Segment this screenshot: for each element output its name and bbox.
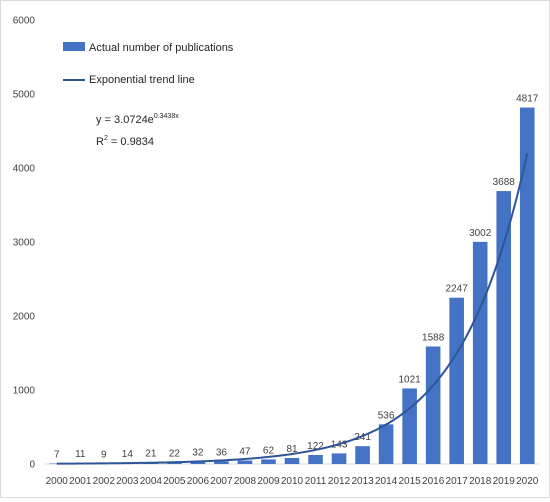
x-tick-label: 2001 bbox=[69, 476, 92, 487]
bar-value-label: 7 bbox=[54, 449, 60, 460]
x-tick-label: 2020 bbox=[516, 476, 539, 487]
y-tick-labels: 0 1000 2000 3000 4000 5000 6000 bbox=[13, 16, 36, 471]
y-tick-label: 5000 bbox=[13, 90, 36, 101]
bar-value-label: 81 bbox=[286, 444, 298, 455]
bar bbox=[214, 461, 229, 464]
bar bbox=[284, 458, 300, 464]
x-tick-label: 2009 bbox=[257, 476, 280, 487]
legend-bar-label: Actual number of publications bbox=[89, 42, 234, 54]
y-tick-label: 3000 bbox=[13, 238, 36, 249]
bar bbox=[402, 388, 417, 464]
equation-base: y = 3.0724e bbox=[96, 114, 154, 126]
bar bbox=[237, 460, 253, 464]
x-tick-label: 2011 bbox=[305, 476, 327, 487]
y-tick-label: 4000 bbox=[13, 164, 36, 175]
bar bbox=[261, 459, 276, 464]
bar-value-label: 36 bbox=[216, 447, 228, 458]
x-tick-label: 2012 bbox=[328, 476, 351, 487]
legend-line-label: Exponential trend line bbox=[89, 74, 195, 86]
bar-value-label: 14 bbox=[122, 449, 134, 460]
y-tick-label: 1000 bbox=[13, 386, 36, 397]
bar-value-label: 22 bbox=[169, 448, 181, 459]
x-tick-label: 2000 bbox=[46, 476, 69, 487]
y-tick-label: 2000 bbox=[13, 312, 36, 323]
x-tick-label: 2017 bbox=[446, 476, 469, 487]
data-labels: 7 11 9 14 21 22 32 36 47 62 81 122 14324153610211588… bbox=[54, 94, 539, 461]
r-squared: R2 = 0.9834 bbox=[96, 135, 154, 148]
x-tick-label: 2018 bbox=[469, 476, 492, 487]
bar bbox=[190, 461, 206, 464]
bar bbox=[425, 346, 441, 464]
bar bbox=[449, 297, 464, 464]
trend-equation: y = 3.0724e0.3438x bbox=[96, 113, 179, 126]
bar-value-label: 9 bbox=[101, 449, 107, 460]
bar-value-label: 11 bbox=[75, 449, 86, 460]
bar bbox=[496, 191, 512, 464]
bar-value-label: 536 bbox=[378, 410, 395, 421]
x-tick-label: 2005 bbox=[163, 476, 186, 487]
exponential-trend-line bbox=[56, 153, 529, 465]
legend-bar-swatch bbox=[63, 42, 85, 51]
r-squared-superscript: 2 bbox=[104, 135, 108, 142]
bar-value-label: 2247 bbox=[446, 284, 469, 295]
x-tick-labels: 2000 2001 2002 2003 2004 2005 2006 2007 2008 2009… bbox=[46, 476, 539, 487]
x-tick-label: 2008 bbox=[234, 476, 257, 487]
bar-value-label: 32 bbox=[192, 448, 204, 459]
x-tick-label: 2007 bbox=[210, 476, 233, 487]
bar bbox=[378, 424, 394, 464]
bar bbox=[331, 453, 347, 464]
bar-value-label: 3002 bbox=[469, 228, 492, 239]
bars bbox=[49, 107, 535, 465]
x-tick-label: 2006 bbox=[187, 476, 210, 487]
x-tick-label: 2004 bbox=[140, 476, 163, 487]
bar bbox=[308, 454, 323, 464]
x-tick-label: 2010 bbox=[281, 476, 304, 487]
x-tick-label: 2015 bbox=[398, 476, 421, 487]
x-tick-label: 2014 bbox=[375, 476, 398, 487]
x-tick-label: 2019 bbox=[493, 476, 516, 487]
bar-value-label: 3688 bbox=[493, 177, 516, 188]
bar-value-label: 1588 bbox=[422, 332, 445, 343]
y-tick-label: 6000 bbox=[13, 16, 36, 27]
bar-value-label: 1021 bbox=[398, 374, 421, 385]
bar-value-label: 21 bbox=[145, 448, 157, 459]
r-squared-value: = 0.9834 bbox=[108, 136, 154, 148]
bar-value-label: 122 bbox=[307, 441, 324, 452]
x-tick-label: 2003 bbox=[116, 476, 139, 487]
r-squared-symbol: R bbox=[96, 136, 104, 148]
bar-value-label: 47 bbox=[239, 447, 251, 458]
bar bbox=[519, 107, 535, 465]
bar-value-label: 241 bbox=[354, 432, 371, 443]
legend: Actual number of publications Exponentia… bbox=[63, 42, 234, 86]
equation-exponent: 0.3438x bbox=[154, 113, 179, 120]
y-tick-label: 0 bbox=[29, 460, 35, 471]
x-tick-label: 2016 bbox=[422, 476, 445, 487]
x-tick-label: 2002 bbox=[93, 476, 116, 487]
bar bbox=[355, 446, 370, 464]
bar-value-label: 62 bbox=[263, 445, 275, 456]
x-tick-label: 2013 bbox=[351, 476, 374, 487]
bar-value-label: 4817 bbox=[516, 94, 539, 105]
bar bbox=[472, 241, 488, 464]
